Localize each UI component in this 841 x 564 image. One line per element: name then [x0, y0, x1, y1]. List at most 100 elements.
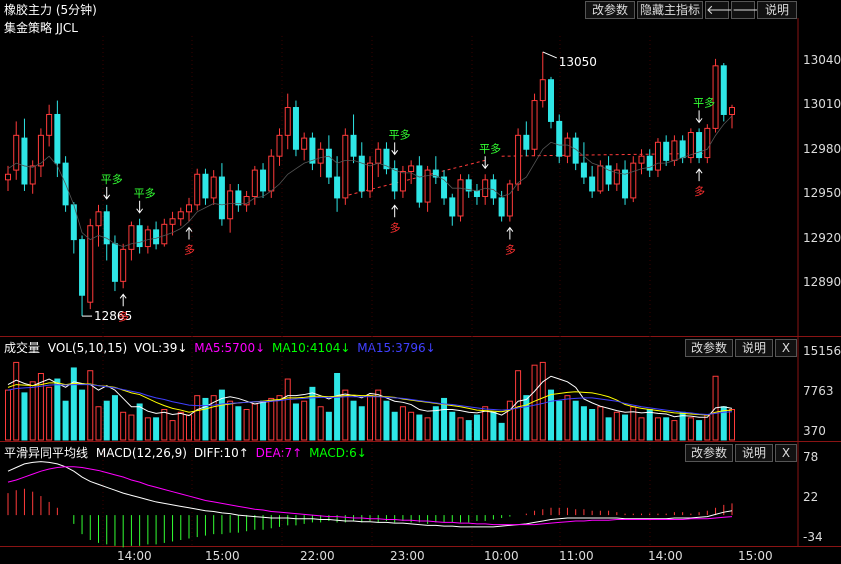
volume-bar: [580, 406, 587, 441]
time-tick: 10:00: [484, 549, 519, 563]
candle-body: [580, 162, 587, 178]
high-marker-line: [542, 51, 557, 59]
candle-body: [539, 79, 546, 102]
panel-separator: [0, 336, 841, 337]
buy-signal-label: 多: [390, 220, 401, 234]
candle-body: [29, 165, 36, 185]
volume-bar: [498, 422, 505, 441]
hide-main-indicator-button[interactable]: 隐藏主指标: [637, 1, 703, 19]
volume-bar: [54, 378, 61, 441]
volume-bar: [144, 417, 151, 441]
volume-help-button[interactable]: 说明: [735, 339, 773, 357]
volume-bar: [457, 417, 464, 441]
volume-bar: [103, 400, 110, 441]
volume-bar: [13, 361, 20, 441]
volume-bar: [111, 395, 118, 441]
candle-body: [424, 169, 431, 203]
candle-body: [54, 113, 61, 164]
volume-bar: [539, 361, 546, 441]
volume-close-button[interactable]: X: [775, 339, 797, 357]
volume-bar: [564, 395, 571, 441]
volume-ma-line: [7, 382, 733, 416]
buy-signal-arrow: [391, 204, 399, 218]
macd-title: 平滑异同平均线 MACD(12,26,9) DIFF:10↑ DEA:7↑ MA…: [4, 444, 367, 461]
volume-bar: [161, 409, 168, 441]
candle-body: [630, 162, 637, 199]
candle-body: [729, 107, 735, 115]
macd-diff: DIFF:10↑: [193, 446, 249, 460]
next-button[interactable]: 🡒: [731, 1, 767, 19]
candle-body: [465, 179, 472, 192]
buy-signal-arrow: [506, 226, 514, 240]
buy-signal-label: 多: [505, 243, 516, 257]
volume-bar: [309, 386, 316, 441]
candle-body: [687, 132, 694, 159]
volume-bar: [194, 395, 201, 441]
volume-bar: [37, 372, 44, 441]
volume-bar: [548, 389, 554, 441]
candle-body: [136, 225, 143, 248]
candle-body: [506, 183, 513, 217]
low-price-label: 12865: [94, 309, 132, 323]
volume-params-button[interactable]: 改参数: [685, 339, 733, 357]
candle-body: [103, 211, 110, 245]
volume-bar: [597, 406, 604, 441]
candle-body: [457, 179, 464, 217]
buy-signal-label: 多: [118, 309, 129, 323]
candle-body: [375, 148, 382, 164]
volume-bar: [712, 375, 719, 441]
candle-body: [416, 165, 423, 203]
candle-body: [128, 225, 135, 250]
candle-body: [120, 248, 127, 282]
volume-bar: [482, 406, 489, 441]
volume-bar: [136, 403, 143, 441]
volume-bar: [301, 400, 308, 441]
candle-body: [342, 134, 349, 199]
high-price-label: 13050: [559, 55, 597, 69]
candle-body: [654, 141, 661, 171]
volume-bar: [671, 420, 678, 441]
change-params-button[interactable]: 改参数: [585, 1, 635, 19]
candle-body: [358, 155, 365, 192]
macd-tick: 78: [803, 450, 819, 464]
prev-button[interactable]: 🡐: [705, 1, 741, 19]
volume-ma10: MA10:4104↓: [271, 341, 351, 355]
candle-body: [638, 155, 645, 164]
candle-body: [5, 173, 11, 181]
volume-bar: [276, 395, 283, 441]
candle-body: [95, 211, 102, 227]
volume-bar: [441, 397, 448, 441]
volume-bar: [490, 411, 497, 441]
macd-line: [7, 466, 733, 526]
candle-body: [21, 137, 28, 185]
help-button[interactable]: 说明: [757, 1, 797, 19]
candle-body: [548, 79, 554, 122]
candle-body: [169, 218, 176, 225]
price-tick: 12890: [803, 275, 841, 289]
volume-bar: [153, 417, 160, 441]
macd-params-button[interactable]: 改参数: [685, 444, 733, 462]
candle-body: [309, 137, 316, 164]
volume-ma15: MA15:3796↓: [357, 341, 436, 355]
candle-body: [531, 100, 538, 150]
macd-help-button[interactable]: 说明: [735, 444, 773, 462]
volume-bar: [523, 395, 530, 441]
volume-bar: [375, 389, 382, 441]
macd-title-text: 平滑异同平均线: [4, 446, 89, 460]
time-tick: 15:00: [738, 549, 773, 563]
flat-signal-label: 平多: [134, 186, 156, 200]
price-tick: 12980: [803, 142, 841, 156]
macd-close-button[interactable]: X: [775, 444, 797, 462]
candle-body: [432, 169, 439, 178]
volume-ma-line: [7, 384, 733, 416]
candle-body: [186, 204, 192, 213]
flat-signal-arrow: [136, 200, 144, 214]
candle-body: [490, 179, 497, 199]
candle-body: [597, 165, 604, 192]
candle-body: [720, 65, 727, 115]
candle-body: [325, 148, 332, 178]
volume-bar: [87, 370, 94, 441]
candle-body: [301, 137, 308, 150]
volume-bar: [696, 420, 703, 441]
